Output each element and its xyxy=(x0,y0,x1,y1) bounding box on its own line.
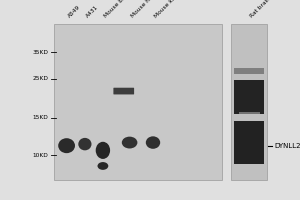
Text: Mouse heart: Mouse heart xyxy=(130,0,160,19)
Text: DYNLL2: DYNLL2 xyxy=(274,143,300,149)
Text: 25KD: 25KD xyxy=(32,76,48,81)
Text: Mouse kidney: Mouse kidney xyxy=(153,0,185,19)
Text: Mouse brain: Mouse brain xyxy=(103,0,133,19)
FancyBboxPatch shape xyxy=(234,80,264,114)
FancyBboxPatch shape xyxy=(234,121,264,164)
Text: A431: A431 xyxy=(85,5,100,19)
Text: 15KD: 15KD xyxy=(32,115,48,120)
Text: 10KD: 10KD xyxy=(32,153,48,158)
Ellipse shape xyxy=(146,136,160,149)
Ellipse shape xyxy=(98,162,108,170)
FancyBboxPatch shape xyxy=(234,68,264,74)
Ellipse shape xyxy=(96,142,110,159)
Text: Rat brain: Rat brain xyxy=(249,0,272,19)
FancyBboxPatch shape xyxy=(113,88,134,94)
FancyBboxPatch shape xyxy=(231,24,267,180)
Text: 35KD: 35KD xyxy=(32,50,48,55)
Text: A549: A549 xyxy=(68,5,82,19)
FancyBboxPatch shape xyxy=(54,24,222,180)
FancyBboxPatch shape xyxy=(238,112,260,118)
Ellipse shape xyxy=(58,138,75,153)
Ellipse shape xyxy=(78,138,92,150)
Ellipse shape xyxy=(122,137,137,148)
